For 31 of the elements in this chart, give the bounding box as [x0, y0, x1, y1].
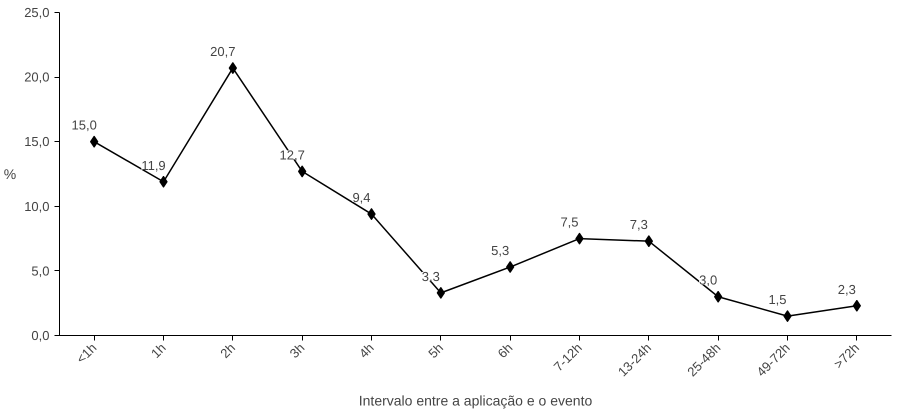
- y-tick-label: 20,0: [24, 70, 50, 85]
- y-tick-label: 15,0: [24, 134, 50, 150]
- data-label: 1,5: [768, 292, 787, 308]
- point: [367, 208, 376, 220]
- x-tick-label: <1h: [73, 340, 100, 366]
- point: [575, 232, 584, 245]
- data-label: 2,3: [838, 282, 856, 297]
- data-label: 11,9: [141, 158, 166, 173]
- y-tick-label: 5,0: [31, 263, 50, 278]
- data-label: 3,3: [422, 268, 440, 284]
- data-label: 7,3: [630, 217, 648, 232]
- y-tick-label: 25,0: [24, 5, 50, 20]
- x-axis-title: Intervalo entre a aplicação e o evento: [358, 392, 592, 409]
- x-tick-label: 4h: [356, 340, 377, 362]
- point: [159, 176, 168, 188]
- data-label: 20,7: [210, 44, 236, 60]
- y-axis-title: %: [4, 166, 16, 182]
- point: [783, 310, 792, 322]
- data-label: 3,0: [699, 272, 718, 288]
- x-tick-label: 3h: [286, 340, 308, 362]
- y-tick-label: 0,0: [31, 328, 50, 343]
- data-label: 9,4: [352, 190, 371, 206]
- data-label: 12,7: [280, 147, 305, 162]
- data-label: 15,0: [72, 118, 97, 133]
- x-tick-label: 6h: [494, 340, 516, 362]
- x-tick-label: 5h: [425, 340, 446, 362]
- x-tick-label: 2h: [217, 340, 238, 362]
- x-tick-label: 1h: [148, 340, 169, 362]
- y-tick-label: 10,0: [24, 198, 50, 214]
- data-label: 5,3: [491, 243, 510, 258]
- data-label: 7,5: [560, 214, 579, 230]
